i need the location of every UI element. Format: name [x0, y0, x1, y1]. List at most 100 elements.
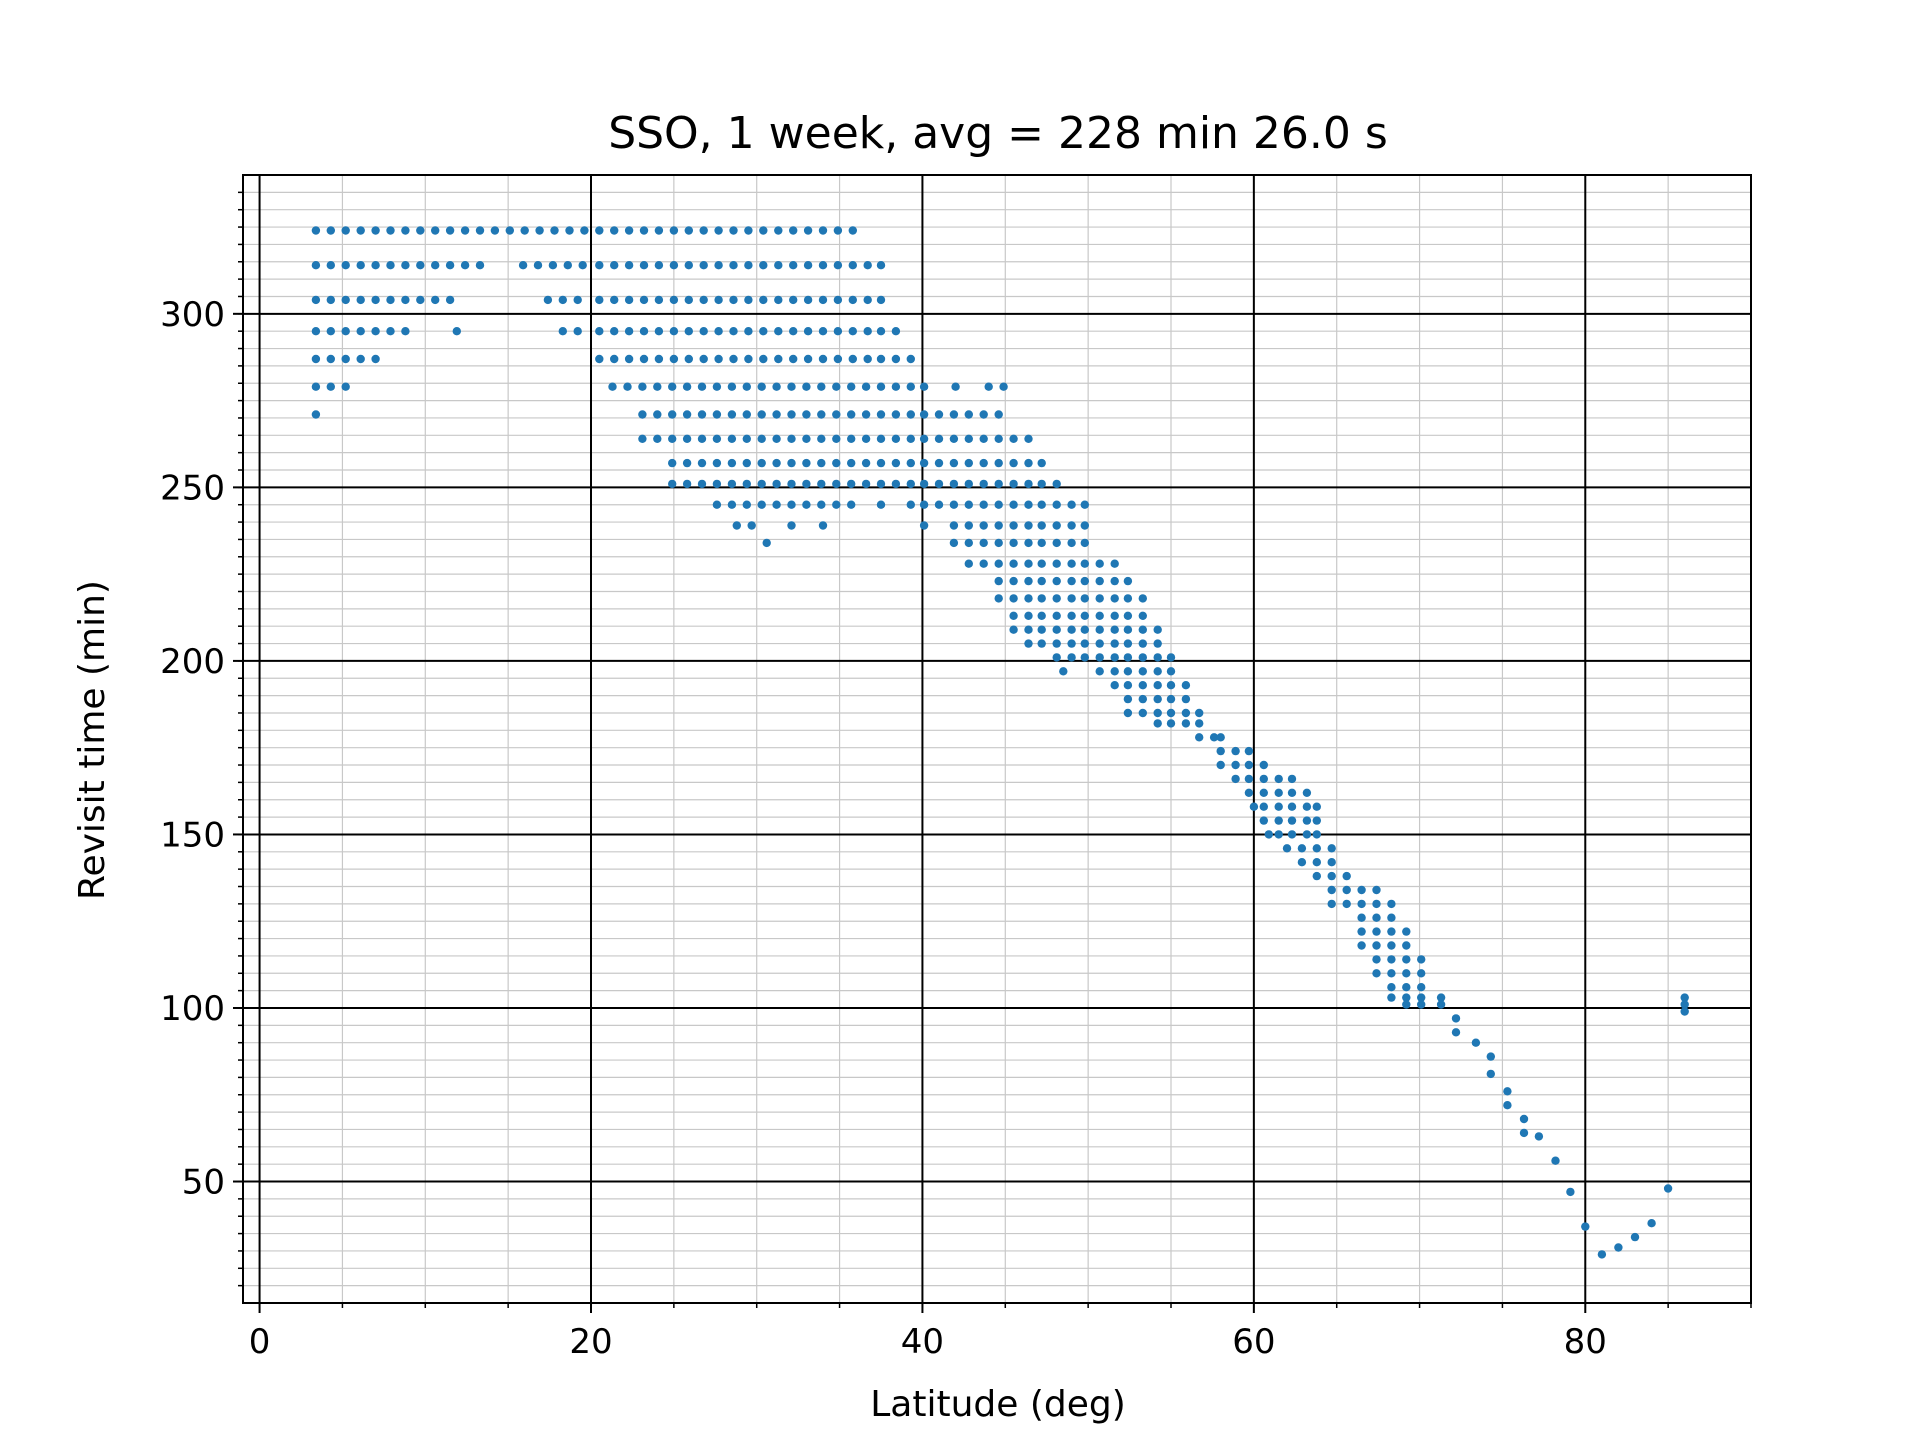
data-point — [787, 521, 796, 530]
data-point — [311, 295, 321, 305]
data-point — [668, 479, 677, 489]
data-point — [1486, 1052, 1496, 1061]
data-point — [847, 479, 856, 489]
y-tick-label: 200 — [160, 642, 225, 682]
data-point — [789, 327, 798, 336]
data-point — [1166, 719, 1176, 728]
data-point — [979, 410, 988, 419]
data-point — [1312, 816, 1322, 825]
data-point — [847, 382, 856, 391]
data-point — [979, 500, 988, 509]
data-point — [1024, 458, 1033, 468]
data-point — [1110, 559, 1119, 568]
data-point — [326, 261, 335, 270]
data-point — [1153, 639, 1162, 648]
data-point — [1123, 576, 1133, 586]
data-point — [964, 500, 973, 509]
data-point — [595, 295, 604, 305]
x-tick-label: 80 — [1564, 1322, 1607, 1362]
data-point — [311, 382, 321, 391]
data-point — [891, 410, 901, 419]
x-tick-label: 60 — [1232, 1322, 1275, 1362]
data-point — [669, 295, 679, 305]
data-point — [732, 521, 741, 530]
data-point — [994, 559, 1003, 568]
data-point — [1095, 653, 1104, 662]
data-point — [906, 500, 915, 509]
data-point — [1009, 538, 1018, 548]
data-point — [431, 295, 440, 305]
data-point — [699, 295, 708, 305]
data-point — [1231, 746, 1240, 756]
data-point — [1095, 611, 1104, 620]
data-point — [639, 226, 649, 235]
data-point — [1287, 802, 1297, 811]
data-point — [1110, 594, 1119, 603]
data-point — [1080, 653, 1090, 662]
data-point — [1052, 594, 1061, 603]
data-point — [1372, 913, 1381, 922]
data-point — [1009, 611, 1018, 620]
data-point — [802, 500, 811, 509]
data-point — [1647, 1219, 1656, 1228]
data-point — [610, 261, 619, 270]
data-point — [682, 410, 692, 419]
data-point — [1166, 694, 1176, 704]
data-point — [934, 458, 944, 468]
data-point — [1059, 667, 1068, 676]
data-point — [757, 410, 766, 419]
data-point — [1080, 500, 1090, 509]
data-point — [1166, 708, 1176, 718]
data-point — [712, 434, 722, 443]
data-point — [787, 458, 796, 468]
data-point — [712, 382, 722, 391]
data-point — [1024, 576, 1033, 586]
data-point — [863, 354, 872, 364]
data-point — [1181, 681, 1191, 690]
data-point — [714, 354, 723, 364]
data-point — [964, 410, 973, 419]
data-point — [669, 327, 679, 336]
data-point — [1080, 639, 1090, 648]
data-point — [1037, 538, 1046, 548]
data-point — [401, 226, 410, 235]
data-point — [772, 500, 781, 509]
data-point — [1166, 653, 1176, 662]
data-point — [759, 226, 768, 235]
data-point — [639, 261, 649, 270]
data-point — [326, 382, 335, 391]
data-point — [386, 226, 395, 235]
data-point — [817, 382, 826, 391]
data-point — [1009, 576, 1018, 586]
data-point — [1067, 639, 1076, 648]
data-point — [1312, 844, 1322, 853]
data-point — [833, 261, 843, 270]
data-point — [1451, 1028, 1461, 1037]
data-point — [1387, 955, 1396, 964]
data-point — [802, 479, 811, 489]
data-point — [1037, 479, 1046, 489]
data-point — [1024, 594, 1033, 603]
data-point — [668, 410, 677, 419]
data-point — [802, 382, 811, 391]
data-point — [1037, 559, 1046, 568]
data-point — [1417, 955, 1426, 964]
data-point — [565, 226, 574, 235]
data-point — [697, 479, 707, 489]
data-point — [1009, 500, 1018, 509]
data-point — [1503, 1101, 1512, 1110]
data-point — [558, 327, 567, 336]
data-point — [1244, 788, 1254, 797]
data-point — [638, 434, 647, 443]
data-point — [1436, 993, 1446, 1002]
data-point — [684, 327, 693, 336]
data-point — [847, 500, 856, 509]
data-point — [1387, 899, 1396, 909]
data-point — [1037, 500, 1046, 509]
data-point — [803, 327, 813, 336]
data-point — [994, 434, 1003, 443]
data-point — [994, 479, 1003, 489]
data-point — [1195, 719, 1204, 728]
data-point — [431, 226, 440, 235]
data-point — [520, 226, 529, 235]
